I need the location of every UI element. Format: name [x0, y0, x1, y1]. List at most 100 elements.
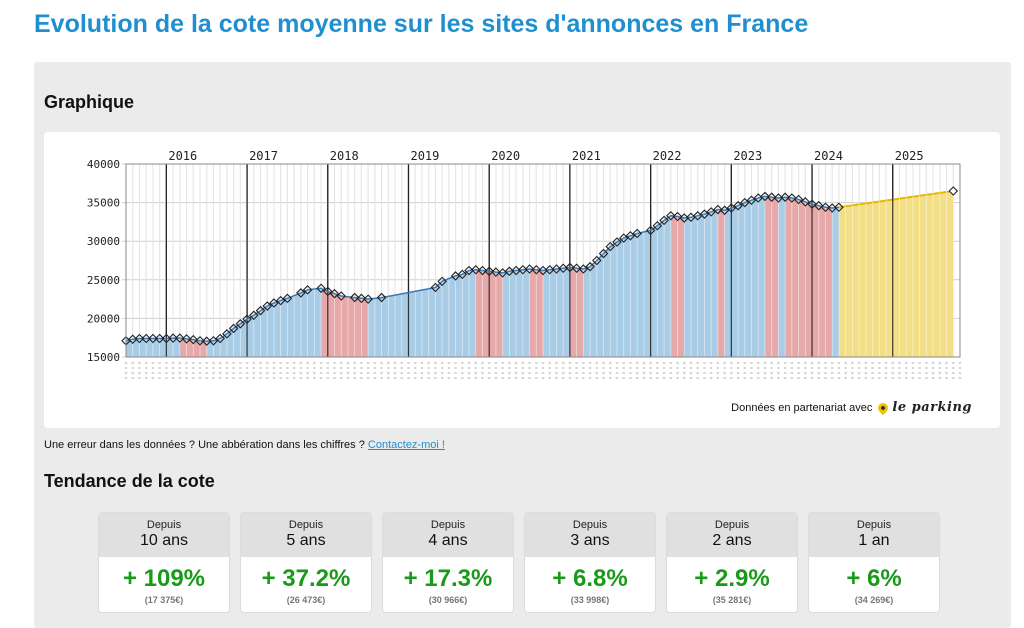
- data-point: [329, 288, 340, 299]
- data-point: [356, 293, 367, 304]
- data-point: [645, 225, 656, 236]
- year-label: 2019: [410, 149, 439, 163]
- area-segment: [495, 272, 503, 357]
- area-segment: [576, 268, 584, 357]
- trend-period: 5 ans: [286, 532, 326, 549]
- year-label: 2021: [572, 149, 601, 163]
- area-segment: [771, 197, 779, 357]
- trend-since-label: Depuis: [146, 519, 182, 531]
- area-segment: [240, 319, 248, 357]
- area-segment: [610, 241, 617, 357]
- data-point: [531, 264, 542, 275]
- area-segment: [664, 215, 671, 357]
- data-point: [632, 228, 642, 239]
- area-segment: [670, 215, 678, 357]
- year-label: 2024: [814, 149, 843, 163]
- trend-card-header: Depuis 2 ans: [667, 513, 797, 557]
- trend-change: + 2.9%: [694, 565, 770, 592]
- data-point: [813, 200, 824, 211]
- trend-reference-price: (26 473€): [286, 595, 326, 605]
- data-point: [175, 333, 185, 343]
- area-segment: [738, 202, 745, 357]
- trend-period: 10 ans: [139, 532, 189, 549]
- data-point: [787, 193, 797, 203]
- data-point: [524, 264, 535, 274]
- data-point: [766, 192, 777, 202]
- trend-change: + 6%: [846, 565, 902, 592]
- area-segment: [247, 315, 254, 357]
- y-tick-label: 15000: [87, 351, 120, 364]
- trend-card: Depuis 2 ans + 2.9% (35 281€): [666, 512, 798, 613]
- data-point: [571, 263, 582, 273]
- area-segment: [690, 215, 698, 357]
- area-segment: [805, 201, 813, 357]
- data-point: [188, 334, 199, 345]
- trend-cards: Depuis 10 ans + 109% (17 375€) Depuis 5 …: [98, 512, 940, 613]
- area-segment: [361, 298, 369, 357]
- data-point: [336, 291, 347, 301]
- error-notice-text: Une erreur dans les données ? Une abbéra…: [44, 439, 365, 451]
- area-segment: [778, 197, 786, 357]
- data-point: [235, 319, 246, 329]
- data-point: [249, 310, 259, 321]
- area-segment: [529, 268, 537, 357]
- trend-card: Depuis 10 ans + 109% (17 375€): [98, 512, 230, 613]
- area-segment: [435, 281, 443, 357]
- trend-period: 3 ans: [570, 532, 610, 549]
- data-point: [706, 207, 716, 217]
- data-point: [262, 301, 273, 311]
- data-point: [376, 292, 387, 303]
- area-segment: [516, 269, 523, 357]
- trend-change: + 6.8%: [552, 565, 628, 592]
- area-segment: [543, 269, 550, 357]
- area-segment: [798, 199, 806, 357]
- area-segment: [764, 196, 772, 357]
- page-title: Evolution de la cote moyenne sur les sit…: [34, 10, 809, 38]
- data-point: [255, 305, 266, 316]
- trend-card-header: Depuis 4 ans: [383, 513, 513, 557]
- data-point: [605, 241, 616, 252]
- data-point: [477, 265, 488, 276]
- area-segment: [321, 288, 328, 357]
- trend-card-header: Depuis 5 ans: [241, 513, 371, 557]
- data-point: [316, 283, 326, 294]
- data-point: [154, 333, 165, 344]
- area-segment: [657, 220, 665, 357]
- trend-reference-price: (30 966€): [428, 595, 468, 605]
- trend-card: Depuis 4 ans + 17.3% (30 966€): [382, 512, 514, 613]
- trend-reference-price: (33 998€): [570, 595, 610, 605]
- data-point: [625, 231, 636, 241]
- data-point: [215, 333, 225, 344]
- data-point: [578, 264, 589, 274]
- data-point: [349, 292, 360, 303]
- year-label: 2020: [491, 149, 520, 163]
- data-point: [491, 267, 501, 277]
- area-segment: [569, 267, 577, 357]
- data-point: [141, 333, 151, 344]
- price-evolution-chart: 15000 20000 25000 30000 35000 40000 2016 2017 20…: [87, 149, 962, 379]
- area-segment: [462, 270, 470, 357]
- data-point: [208, 336, 219, 346]
- data-point: [484, 266, 494, 277]
- data-point: [201, 336, 212, 346]
- area-segment: [469, 269, 476, 357]
- area-segment: [751, 197, 759, 357]
- area-segment: [825, 207, 833, 357]
- location-pin-icon: [876, 400, 891, 415]
- data-point: [760, 191, 770, 202]
- trend-period: 4 ans: [428, 532, 468, 549]
- area-segment: [300, 289, 308, 357]
- plot-frame: [125, 163, 961, 358]
- data-point: [134, 333, 145, 344]
- area-segment: [758, 196, 765, 357]
- data-point: [242, 314, 252, 324]
- data-point: [269, 298, 279, 308]
- area-segment: [233, 323, 241, 357]
- partner-logo: le parking: [892, 400, 972, 415]
- contact-link[interactable]: Contactez-moi !: [367, 439, 445, 451]
- trend-section-title: Tendance de la cote: [44, 471, 215, 491]
- trend-card: Depuis 5 ans + 37.2% (26 473€): [240, 512, 372, 613]
- area-segment: [650, 225, 658, 357]
- data-point: [430, 282, 441, 293]
- area-segment: [596, 253, 604, 357]
